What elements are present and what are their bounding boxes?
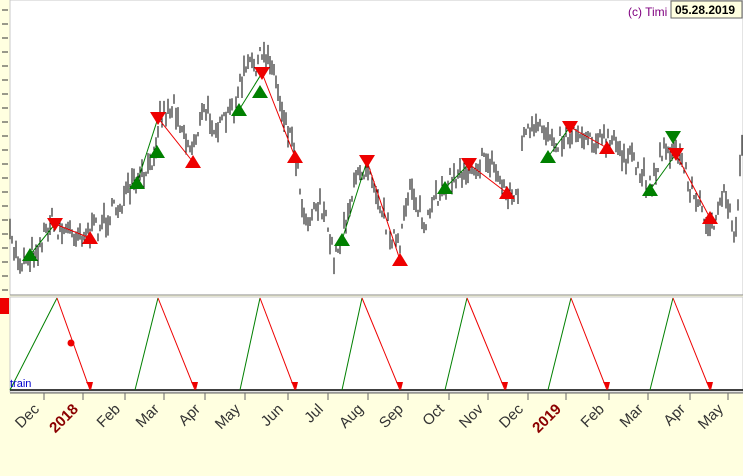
buy-signal xyxy=(599,141,615,154)
buy-signal xyxy=(540,150,556,163)
buy-signal xyxy=(392,253,408,266)
buy-signal xyxy=(252,85,268,98)
date-box xyxy=(670,0,743,19)
exit-line xyxy=(157,117,194,163)
sell-signal xyxy=(668,148,684,161)
wave-down xyxy=(259,297,296,391)
buy-signal xyxy=(231,103,247,116)
arrowhead xyxy=(86,382,93,390)
sell-signal xyxy=(47,218,63,231)
price-bars xyxy=(9,41,743,275)
arrowhead xyxy=(396,382,403,390)
exit-line xyxy=(675,153,711,219)
exit-line xyxy=(54,223,91,239)
arrowhead xyxy=(291,382,298,390)
wave-up xyxy=(134,297,159,391)
buy-signal xyxy=(499,186,515,199)
trade-line xyxy=(444,163,470,189)
exit-line xyxy=(569,126,608,149)
trade-line xyxy=(136,117,159,184)
wave-down xyxy=(672,297,711,391)
dot xyxy=(67,339,75,347)
exit-line xyxy=(468,163,508,194)
wave-up xyxy=(444,297,468,391)
buy-signal xyxy=(334,233,350,246)
watermark: (c) Timi xyxy=(628,5,667,19)
buy-signal xyxy=(149,145,165,158)
wave-down xyxy=(570,297,608,391)
arrowhead xyxy=(501,382,508,390)
trade-line xyxy=(238,72,263,111)
indicator xyxy=(9,297,713,391)
indicator-panel xyxy=(9,296,743,393)
buy-signal xyxy=(702,211,718,224)
buy-signal xyxy=(129,176,145,189)
date: 05.28.2019 xyxy=(675,3,735,17)
marker xyxy=(0,298,9,314)
trade-line xyxy=(547,126,571,158)
sell-signal xyxy=(461,158,477,171)
buy-signal xyxy=(82,231,98,244)
wave-up xyxy=(341,297,363,391)
arrowhead xyxy=(191,382,198,390)
wave-up xyxy=(649,297,674,391)
exit-line xyxy=(366,160,401,261)
indicator-label: train xyxy=(10,378,31,390)
signals xyxy=(22,67,718,266)
sell-signal xyxy=(665,131,681,144)
wave-down xyxy=(157,297,196,391)
wave-down xyxy=(361,297,401,391)
trade-line xyxy=(341,160,368,241)
buy-signal xyxy=(287,150,303,163)
arrowhead xyxy=(706,382,713,390)
sell-signal xyxy=(562,121,578,134)
arrowhead xyxy=(603,382,610,390)
wave-up xyxy=(239,297,261,391)
trade-line xyxy=(29,223,56,256)
price-panel xyxy=(9,0,743,296)
trade-line xyxy=(649,153,677,191)
exit-line xyxy=(261,72,296,158)
sell-signal xyxy=(254,67,270,80)
sell-signal xyxy=(150,112,166,125)
wave-down xyxy=(466,297,506,391)
sell-signal xyxy=(359,155,375,168)
wave-up xyxy=(9,297,58,391)
buy-signal xyxy=(437,181,453,194)
buy-signal xyxy=(185,155,201,168)
buy-signal xyxy=(642,183,658,196)
wave-up xyxy=(547,297,572,391)
buy-signal xyxy=(22,248,38,261)
